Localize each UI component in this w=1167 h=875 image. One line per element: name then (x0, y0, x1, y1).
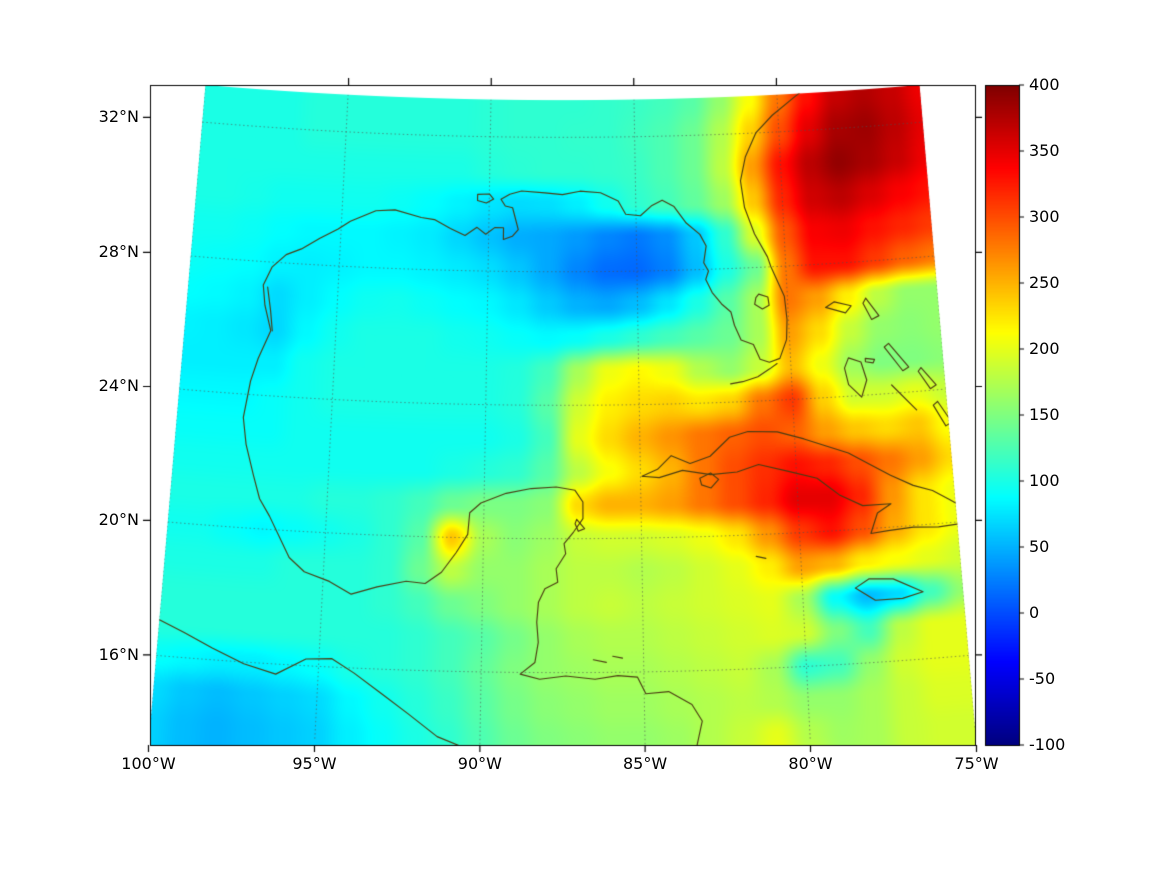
x-tick-label: 95°W (292, 754, 337, 773)
colorbar-tick-label: 0 (1029, 603, 1040, 622)
y-tick-label: 16°N (98, 644, 139, 664)
y-tick-label: 28°N (98, 242, 139, 262)
colorbar-tick-label: -100 (1029, 735, 1066, 754)
colorbar-tick-label: 50 (1029, 537, 1050, 556)
x-tick-label: 85°W (623, 754, 668, 773)
x-tick-label: 100°W (121, 754, 176, 773)
x-tick-label: 75°W (954, 754, 999, 773)
y-tick-label: 32°N (98, 107, 139, 127)
colorbar-tick-label: 200 (1029, 339, 1060, 358)
y-tick-label: 20°N (98, 510, 139, 530)
x-tick-label: 90°W (457, 754, 502, 773)
y-tick-label: 24°N (98, 376, 139, 396)
colorbar-tick-label: 150 (1029, 405, 1060, 424)
x-tick-label: 80°W (788, 754, 833, 773)
colorbar-tick-label: 300 (1029, 207, 1060, 226)
colorbar-tick-label: 250 (1029, 273, 1060, 292)
colorbar-tick-label: 100 (1029, 471, 1060, 490)
colorbar-tick-label: 350 (1029, 141, 1060, 160)
colorbar-tick-label: 400 (1029, 75, 1060, 94)
colorbar-tick-label: -50 (1029, 669, 1056, 688)
